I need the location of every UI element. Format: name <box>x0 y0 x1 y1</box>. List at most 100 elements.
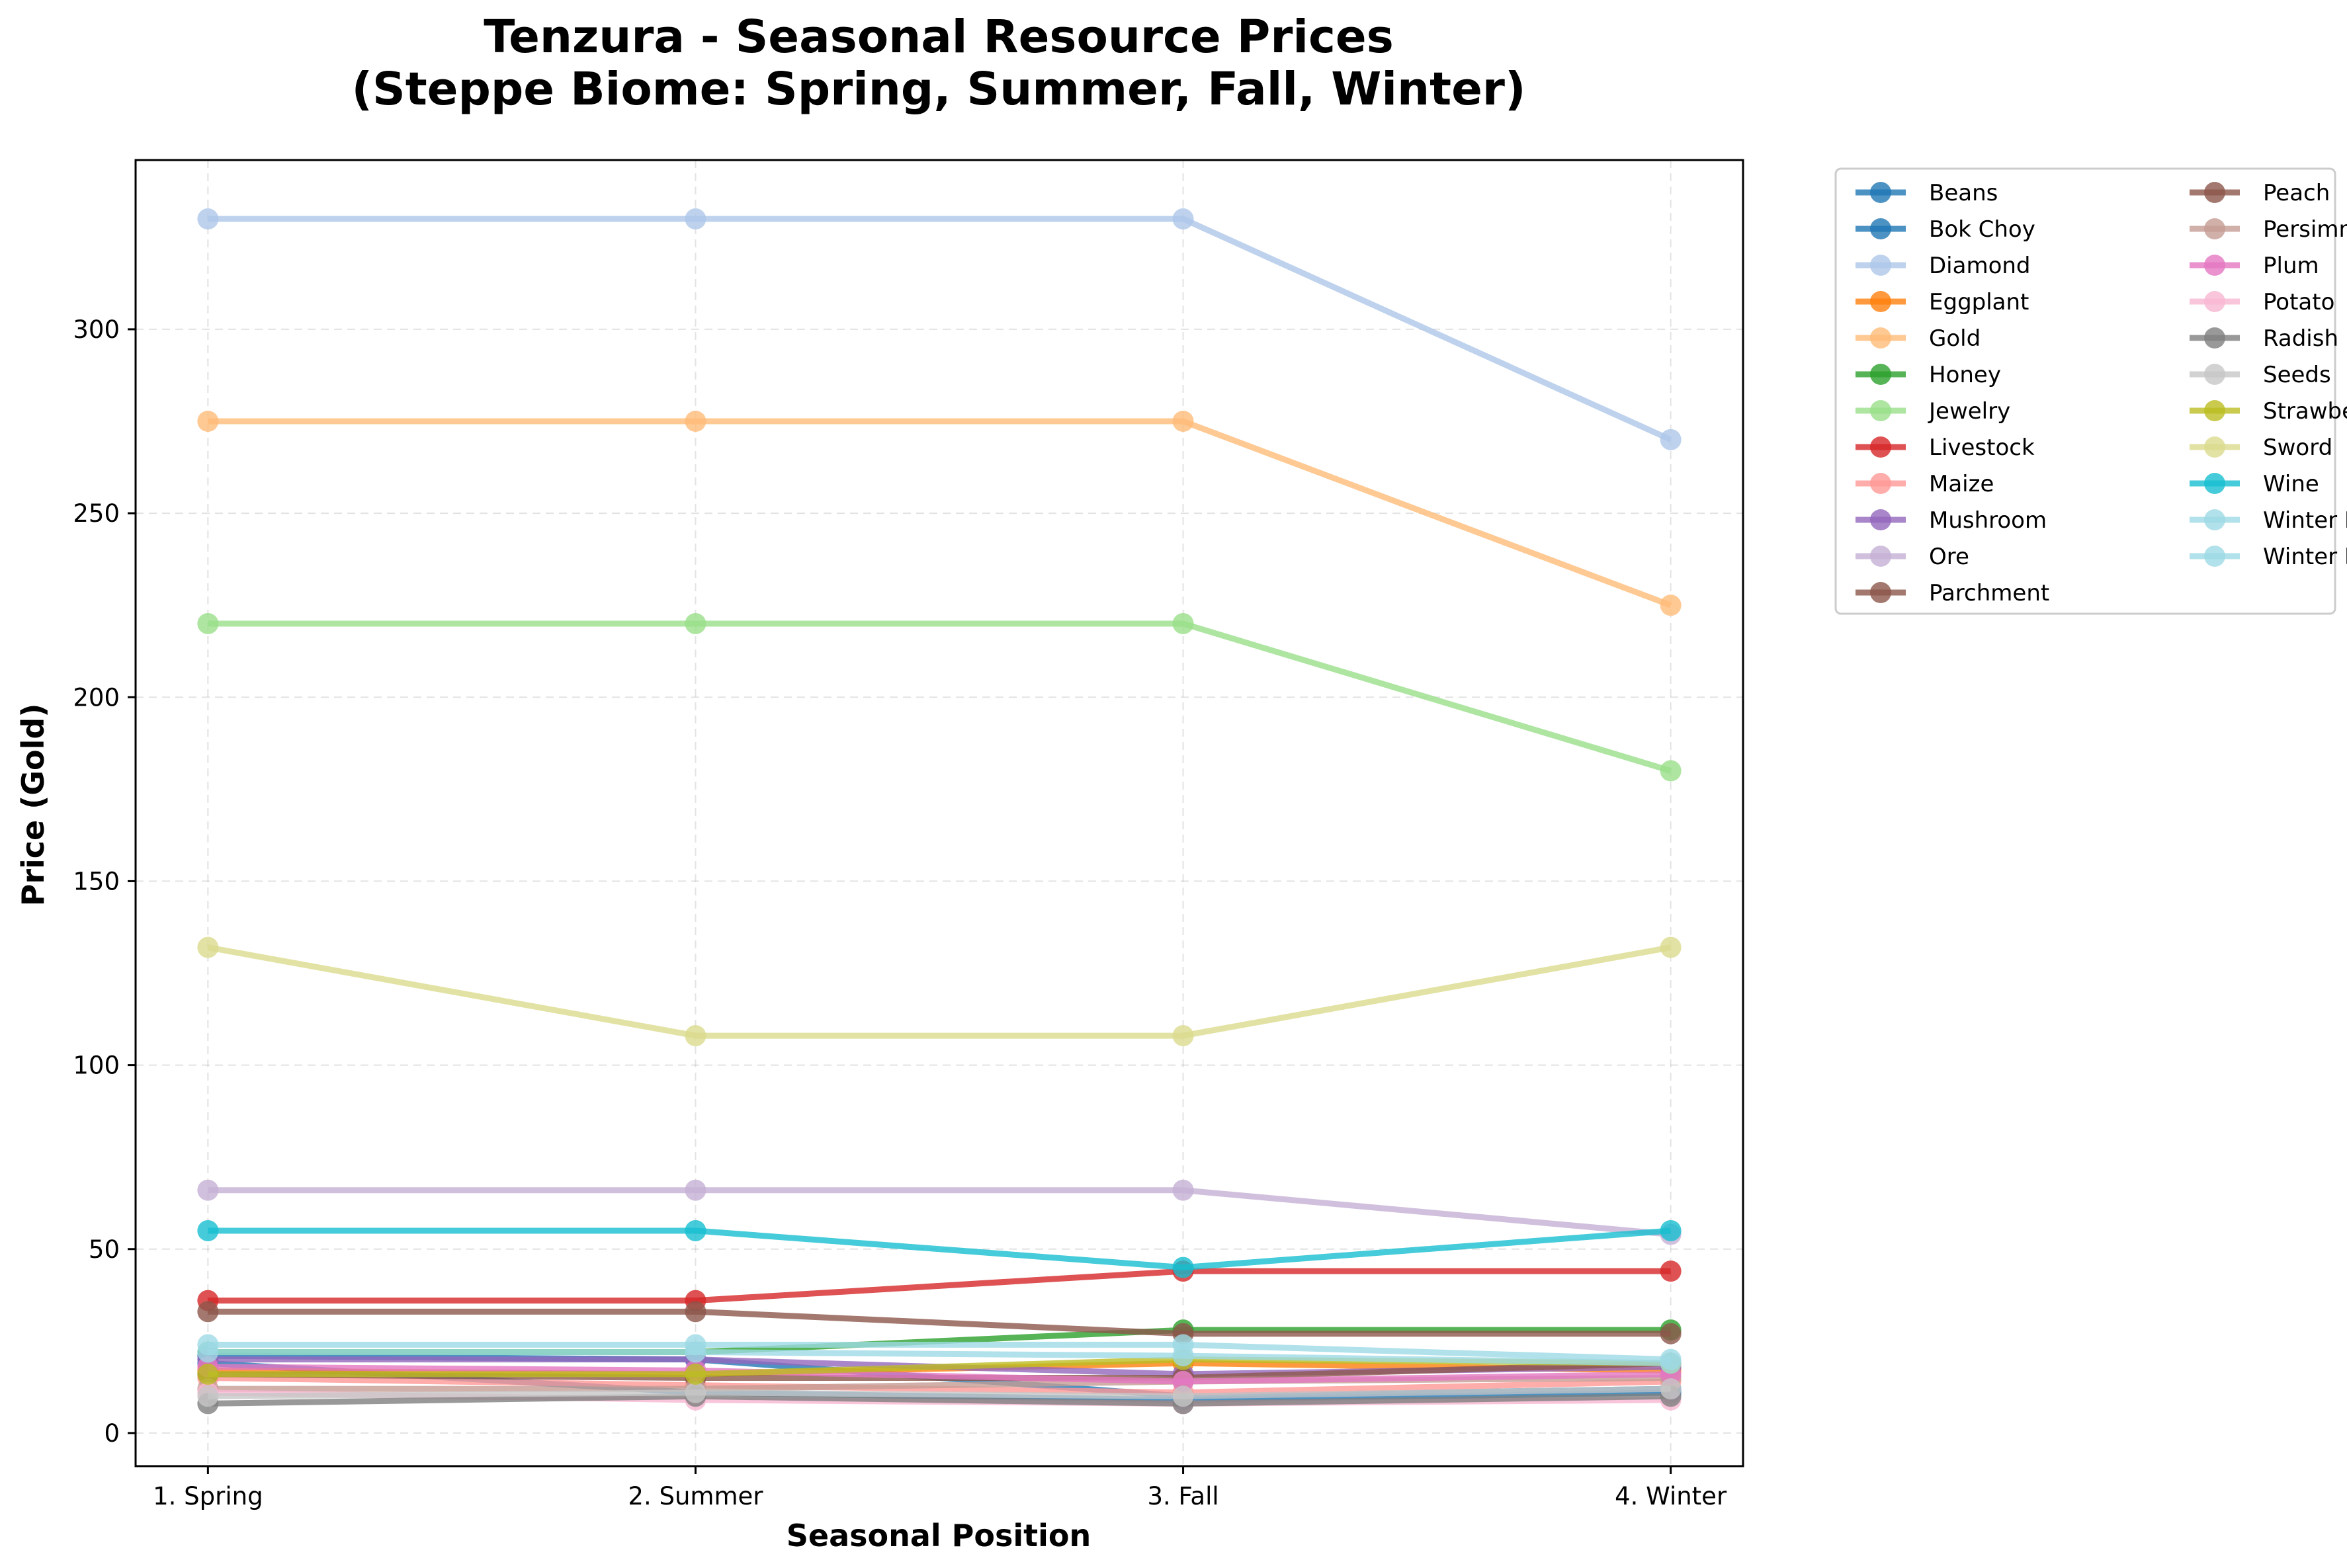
legend-item-peach: Peach <box>2190 180 2330 206</box>
data-point <box>1172 1385 1194 1407</box>
legend-label: Seeds <box>2263 362 2331 388</box>
legend-item-gold: Gold <box>1856 325 1981 352</box>
y-tick-label: 150 <box>73 867 120 895</box>
legend-item-mushroom: Mushroom <box>1856 507 2047 534</box>
legend-swatch-marker <box>2204 400 2225 421</box>
legend-label: Maize <box>1929 471 1994 497</box>
data-point <box>1660 1323 1682 1344</box>
legend-label: Plum <box>2263 253 2319 279</box>
legend-label: Persimmon <box>2263 216 2347 243</box>
series-line <box>208 1364 1671 1385</box>
data-point <box>1660 429 1682 450</box>
data-point <box>197 1179 219 1201</box>
series-line <box>208 1268 1671 1304</box>
series-line <box>208 1374 1671 1396</box>
data-point <box>685 1363 706 1385</box>
data-point <box>197 1363 219 1385</box>
legend-item-potato: Potato <box>2190 289 2334 315</box>
data-point <box>1660 595 1682 616</box>
legend-label: Mushroom <box>1929 507 2047 534</box>
grid <box>136 160 1743 1466</box>
y-tick-label: 200 <box>73 683 120 712</box>
legend-label: Strawberry <box>2263 398 2347 425</box>
y-tick-label: 100 <box>73 1052 120 1080</box>
legend-item-plum: Plum <box>2190 253 2319 279</box>
data-point <box>197 1385 219 1407</box>
data-point <box>1172 1345 1194 1367</box>
series-diamond <box>197 208 1682 450</box>
legend-item-wine: Wine <box>2190 471 2319 497</box>
legend-label: Livestock <box>1929 434 2035 461</box>
legend-swatch-marker <box>1870 509 1891 530</box>
series-line <box>207 944 1672 1039</box>
legend-swatch-marker <box>2204 291 2225 312</box>
data-point <box>1172 1257 1194 1278</box>
legend-swatch-marker <box>2204 546 2225 567</box>
legend-label: Sword <box>2263 434 2332 461</box>
series-line <box>208 1308 1671 1337</box>
legend-item-radish: Radish <box>2190 325 2338 352</box>
data-point <box>197 411 219 432</box>
series-line <box>208 1349 1671 1366</box>
y-tick-label: 50 <box>89 1235 120 1264</box>
series-line <box>208 1227 1671 1271</box>
legend-label: Eggplant <box>1929 289 2029 315</box>
ticks: 0 50 100 150 200 250 300 1. Spring 2. Summer 3. F… <box>73 315 1727 1510</box>
series-parchment <box>197 1301 1682 1344</box>
data-point <box>685 1341 706 1363</box>
legend-swatch-marker <box>1870 582 1891 603</box>
legend-label: Potato <box>2263 289 2334 315</box>
legend-item-livestock: Livestock <box>1856 434 2035 461</box>
series-wine <box>197 1219 1682 1278</box>
legend-item-winter-berry: Winter Berry <box>2190 507 2347 534</box>
data-point <box>1172 208 1194 230</box>
series-line <box>208 418 1672 608</box>
series-jewelry <box>197 612 1682 782</box>
series-winter-fruit <box>197 1341 1682 1374</box>
x-axis-label: Seasonal Position <box>787 1518 1091 1553</box>
legend-label: Radish <box>2263 325 2338 352</box>
x-tick-label: 3. Fall <box>1147 1482 1218 1510</box>
legend-swatch-marker <box>2204 182 2225 203</box>
legend-item-bok-choy: Bok Choy <box>1856 216 2035 243</box>
legend-item-sword: Sword <box>2190 434 2332 461</box>
data-point <box>685 411 706 432</box>
legend-label: Jewelry <box>1928 398 2010 425</box>
data-point <box>1660 1260 1682 1282</box>
data-point <box>197 1341 219 1363</box>
legend-swatch-marker <box>1870 291 1891 312</box>
data-point <box>685 612 706 634</box>
series-line <box>208 1393 1671 1407</box>
legend-label: Ore <box>1929 544 1969 570</box>
data-point <box>197 208 219 230</box>
legend-label: Honey <box>1929 362 2001 388</box>
legend-swatch-marker <box>1870 218 1891 239</box>
legend-swatch-marker <box>1870 182 1891 203</box>
y-tick-label: 250 <box>73 499 120 528</box>
legend-label: Peach <box>2263 180 2330 206</box>
legend-swatch-marker <box>1870 327 1891 349</box>
legend-swatch-marker <box>1870 255 1891 276</box>
x-tick-label: 4. Winter <box>1615 1482 1727 1510</box>
legend-box <box>1834 167 2336 615</box>
legend-item-strawberry: Strawberry <box>2190 398 2347 425</box>
data-point <box>1172 1179 1194 1201</box>
legend: Beans Bok Choy Diamond Eggplant Gold Honey Jew… <box>1834 167 2347 615</box>
y-axis-label: Price (Gold) <box>15 704 51 907</box>
legend-swatch-marker <box>2204 255 2225 276</box>
data-point <box>1172 612 1194 634</box>
data-point <box>197 1219 219 1241</box>
series-sword <box>197 936 1682 1047</box>
legend-swatch-marker <box>2204 436 2225 458</box>
data-point <box>1660 936 1682 958</box>
data-point <box>685 1301 706 1323</box>
legend-item-maize: Maize <box>1856 471 1994 497</box>
series-line <box>208 216 1672 442</box>
legend-label: Gold <box>1929 325 1981 352</box>
series-line <box>208 1187 1672 1237</box>
data-point <box>197 612 219 634</box>
legend-swatch-marker <box>2204 509 2225 530</box>
legend-swatch-marker <box>1870 473 1891 494</box>
legend-swatch-marker <box>2204 218 2225 239</box>
series-line <box>208 1385 1671 1399</box>
